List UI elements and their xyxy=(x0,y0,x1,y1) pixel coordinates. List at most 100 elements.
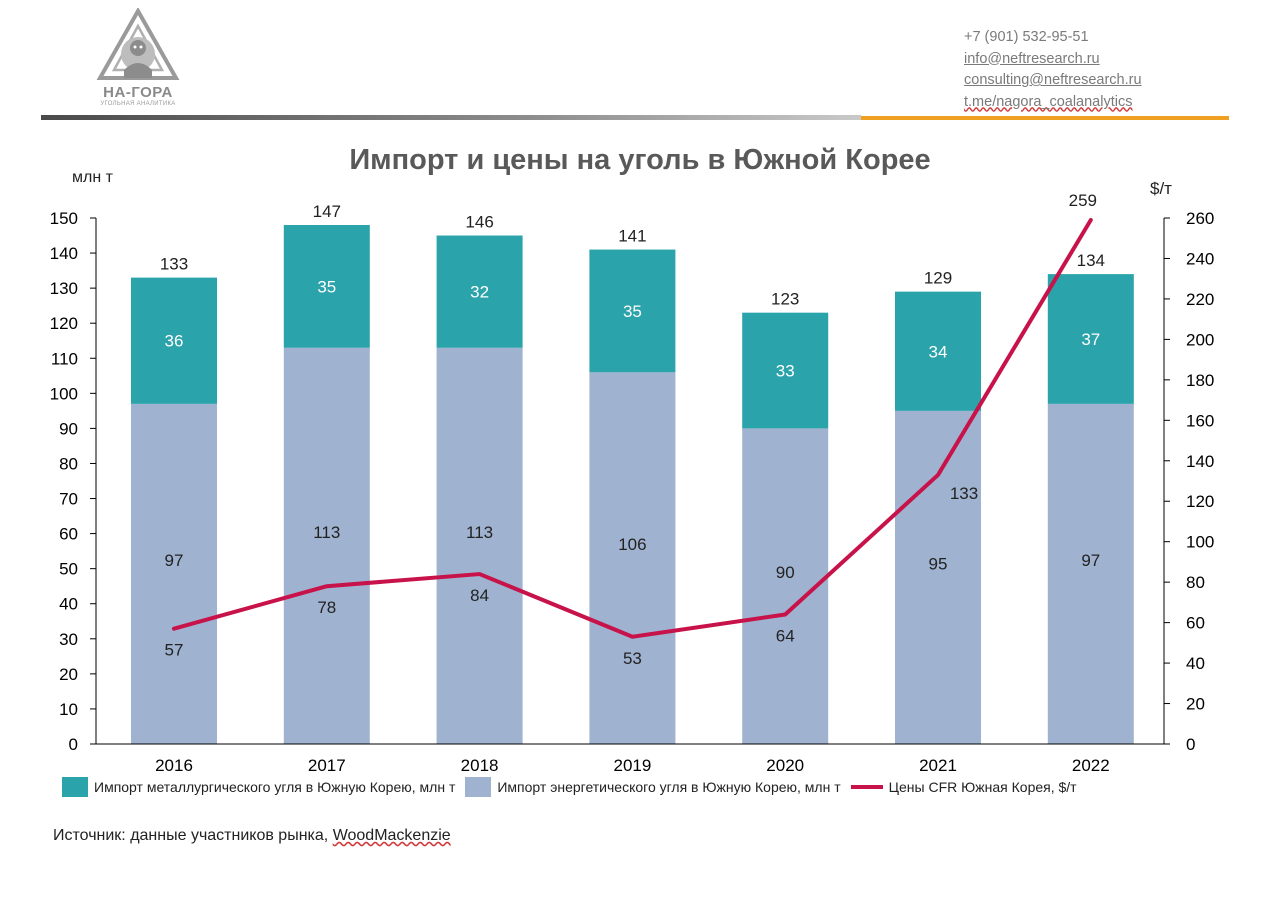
label-energy-2017: 113 xyxy=(313,523,340,542)
bar-metallurgical-2017 xyxy=(283,225,370,348)
bar-energy-2018 xyxy=(436,347,523,744)
source-note: Источник: данные участников рынка, WoodM… xyxy=(53,827,451,845)
label-total-2022: 134 xyxy=(1077,251,1105,270)
bar-metallurgical-2016 xyxy=(131,277,217,404)
x-tick-label-2021: 2021 xyxy=(919,756,957,775)
legend-label-metallurgical: Импорт металлургического угля в Южную Ко… xyxy=(94,779,456,795)
source-name: WoodMackenzie xyxy=(332,827,451,844)
right-tick-label: 160 xyxy=(1186,411,1214,430)
bar-metallurgical-2019 xyxy=(589,249,676,373)
label-metallurgical-2017: 35 xyxy=(317,277,336,296)
label-total-2020: 123 xyxy=(771,290,799,309)
label-energy-2020: 90 xyxy=(776,563,795,582)
legend-swatch-energy xyxy=(465,777,492,797)
label-total-2018: 146 xyxy=(465,213,493,232)
bar-metallurgical-2022 xyxy=(1047,274,1134,404)
left-tick-label: 30 xyxy=(59,630,78,649)
legend-item-metallurgical: Импорт металлургического угля в Южную Ко… xyxy=(62,777,455,797)
label-metallurgical-2019: 35 xyxy=(623,302,642,321)
header-divider-orange xyxy=(861,116,1229,120)
label-total-2019: 141 xyxy=(618,227,646,246)
label-price-2020: 64 xyxy=(776,627,795,646)
label-energy-2016: 97 xyxy=(165,551,184,570)
bar-metallurgical-2021 xyxy=(895,291,981,411)
right-axis: 0 20 40 60 80 100 120 140 160 180 200 220 240 260 xyxy=(1163,209,1214,754)
x-tick-label-2017: 2017 xyxy=(308,756,346,775)
left-tick-label: 10 xyxy=(59,700,78,719)
label-energy-2019: 106 xyxy=(618,535,646,554)
email-info-link[interactable]: info@neftresearch.ru xyxy=(964,50,1100,67)
right-tick-label: 20 xyxy=(1186,695,1205,714)
label-total-2021: 129 xyxy=(924,269,952,288)
left-tick-label: 80 xyxy=(59,454,78,473)
x-tick-label-2019: 2019 xyxy=(613,756,651,775)
right-tick-label: 220 xyxy=(1186,290,1214,309)
label-price-2016: 57 xyxy=(165,641,184,660)
legend-label-price: Цены CFR Южная Корея, $/т xyxy=(888,779,1077,795)
left-tick-label: 140 xyxy=(50,244,78,263)
left-tick-label: 110 xyxy=(51,349,78,368)
contacts-block: +7 (901) 532-95-51 info@neftresearch.ru … xyxy=(964,27,1142,113)
left-tick-label: 70 xyxy=(59,490,78,509)
left-axis-unit-label: млн т xyxy=(72,169,114,186)
right-tick-label: 140 xyxy=(1186,452,1214,471)
phone-number: +7 (901) 532-95-51 xyxy=(964,29,1089,45)
bar-energy-2017 xyxy=(283,347,370,744)
legend-label-energy: Импорт энергетического угля в Южную Коре… xyxy=(497,779,841,795)
label-energy-2018: 113 xyxy=(466,523,493,542)
right-tick-label: 0 xyxy=(1186,735,1195,754)
label-price-2018: 84 xyxy=(470,586,489,605)
right-tick-label: 80 xyxy=(1186,573,1205,592)
legend-item-energy: Импорт энергетического угля в Южную Коре… xyxy=(465,777,841,797)
left-tick-label: 130 xyxy=(50,279,78,298)
logo-name: НА-ГОРА xyxy=(103,84,173,101)
x-tick-label-2022: 2022 xyxy=(1072,756,1110,775)
left-tick-label: 0 xyxy=(69,735,78,754)
left-tick-label: 50 xyxy=(59,560,78,579)
email-consulting-link[interactable]: consulting@neftresearch.ru xyxy=(964,72,1142,88)
label-energy-2021: 95 xyxy=(929,554,948,573)
label-price-2022: 259 xyxy=(1069,191,1097,210)
label-price-2019: 53 xyxy=(623,649,642,668)
label-metallurgical-2016: 36 xyxy=(165,332,184,351)
left-axis: 0 10 20 30 40 50 60 70 80 90 100 110 120 130 140 150 xyxy=(50,209,97,754)
header-divider-gray xyxy=(41,115,861,120)
source-prefix: Источник: данные участников рынка, xyxy=(53,827,333,844)
label-metallurgical-2021: 34 xyxy=(929,342,948,361)
label-metallurgical-2018: 32 xyxy=(470,283,489,302)
bar-energy-2019 xyxy=(589,372,676,744)
right-tick-label: 60 xyxy=(1186,614,1205,633)
price-line xyxy=(172,218,1093,639)
left-tick-label: 100 xyxy=(50,384,78,403)
logo-subtitle: УГОЛЬНАЯ АНАЛИТИКА xyxy=(100,101,176,107)
telegram-link[interactable]: t.me/nagora_coalanalytics xyxy=(964,93,1133,110)
price-line-group: 57 78 84 53 64 133 259 xyxy=(165,191,1097,668)
label-price-2017: 78 xyxy=(317,598,336,617)
left-tick-label: 90 xyxy=(59,419,78,438)
right-tick-label: 200 xyxy=(1186,330,1214,349)
left-tick-label: 120 xyxy=(50,314,78,333)
legend-swatch-metallurgical xyxy=(62,777,88,797)
label-metallurgical-2022: 37 xyxy=(1081,330,1100,349)
right-axis-unit-label: $/т xyxy=(1150,179,1172,198)
x-tick-label-2020: 2020 xyxy=(766,756,804,775)
bar-metallurgical-2020 xyxy=(742,312,829,429)
left-tick-label: 20 xyxy=(59,665,78,684)
left-tick-label: 60 xyxy=(59,525,78,544)
x-tick-label-2018: 2018 xyxy=(461,756,499,775)
legend-item-price: Цены CFR Южная Корея, $/т xyxy=(850,779,1077,795)
chart-legend: Импорт металлургического угля в Южную Ко… xyxy=(62,776,1087,798)
bar-energy-2022 xyxy=(1047,403,1134,744)
x-axis: 2016 2017 2018 2019 2020 2021 2022 xyxy=(96,743,1164,775)
label-energy-2022: 97 xyxy=(1081,551,1100,570)
bar-energy-2016 xyxy=(131,403,217,744)
right-tick-label: 120 xyxy=(1186,492,1214,511)
chart-title: Импорт и цены на уголь в Южной Корее xyxy=(349,144,931,176)
left-tick-label: 150 xyxy=(50,209,78,228)
right-tick-label: 180 xyxy=(1186,371,1214,390)
x-tick-label-2016: 2016 xyxy=(155,756,193,775)
label-total-2016: 133 xyxy=(160,255,188,274)
company-logo xyxy=(96,8,180,80)
label-metallurgical-2020: 33 xyxy=(776,362,795,381)
